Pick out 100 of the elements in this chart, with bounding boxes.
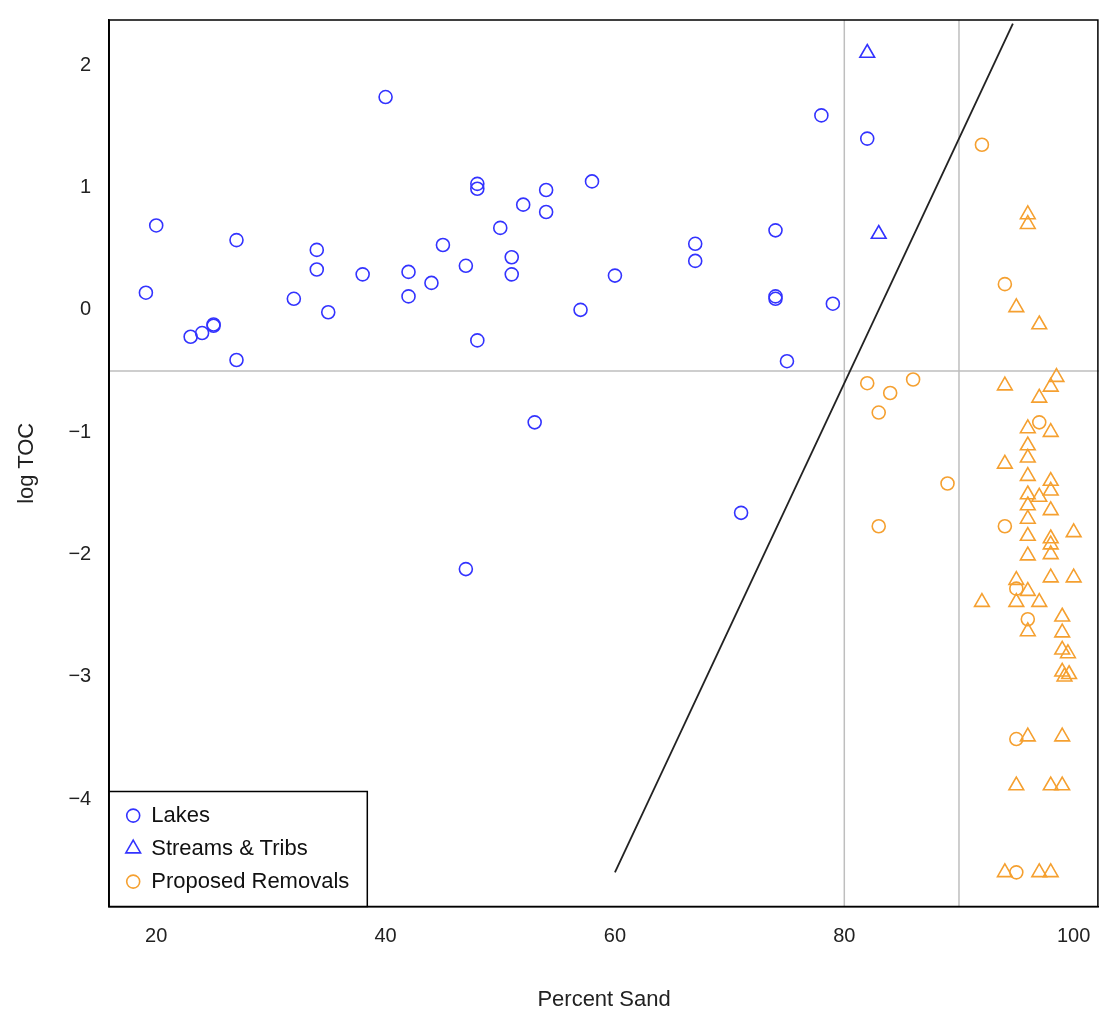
point	[286, 291, 302, 307]
point	[1031, 415, 1047, 430]
y-tick-label: 1	[80, 175, 92, 198]
point	[1054, 727, 1071, 742]
point	[401, 289, 416, 304]
point	[1019, 581, 1036, 597]
point	[538, 182, 554, 198]
point	[1060, 664, 1078, 680]
point	[1019, 485, 1036, 500]
point	[1019, 526, 1036, 542]
point	[1042, 545, 1059, 560]
point	[1054, 640, 1071, 655]
point	[1042, 422, 1059, 438]
point	[1019, 509, 1036, 524]
point	[1031, 487, 1048, 502]
point	[687, 253, 703, 269]
point	[768, 223, 783, 238]
point	[355, 267, 370, 282]
point	[573, 302, 588, 318]
point	[435, 237, 451, 253]
point	[492, 220, 508, 236]
point	[905, 372, 921, 387]
point	[1042, 501, 1059, 516]
legend-label: Lakes	[151, 801, 210, 827]
point	[527, 415, 542, 430]
point	[1042, 568, 1059, 583]
point	[401, 264, 416, 280]
point	[138, 285, 154, 301]
point	[1031, 315, 1048, 330]
point	[1019, 448, 1036, 463]
point	[148, 218, 164, 233]
point	[859, 131, 875, 146]
point	[607, 268, 623, 283]
point	[1042, 471, 1059, 487]
x-tick-label: 40	[374, 924, 397, 947]
point	[1019, 419, 1036, 434]
point	[1019, 727, 1036, 742]
point	[1065, 523, 1082, 538]
point	[1054, 607, 1071, 622]
point	[1008, 570, 1025, 586]
y-tick-label: −1	[68, 419, 92, 442]
point	[1042, 863, 1059, 878]
point	[424, 275, 439, 291]
point	[1008, 776, 1025, 791]
point	[470, 333, 485, 348]
point	[940, 476, 955, 491]
point	[1009, 581, 1024, 596]
point	[229, 352, 244, 368]
point	[1019, 496, 1036, 511]
point	[882, 385, 898, 401]
point	[1019, 622, 1036, 637]
point	[1054, 623, 1071, 638]
point	[378, 89, 393, 105]
y-tick-label: −4	[68, 786, 92, 809]
point	[1042, 377, 1059, 392]
y-tick-label: −2	[68, 541, 92, 564]
x-tick-label: 60	[603, 924, 627, 947]
point	[1048, 367, 1065, 383]
point	[1042, 776, 1059, 791]
y-tick-label: −3	[68, 664, 92, 687]
point	[183, 329, 198, 345]
y-tick-label: 0	[80, 297, 92, 320]
point	[1019, 466, 1036, 482]
point	[1042, 535, 1059, 550]
point	[194, 325, 210, 341]
point	[1020, 611, 1036, 627]
point	[1031, 592, 1048, 608]
point	[1065, 568, 1082, 583]
point	[973, 592, 991, 608]
x-axis-title: Percent Sand	[537, 985, 671, 1011]
point	[1019, 436, 1036, 451]
point	[870, 224, 887, 240]
point	[996, 376, 1014, 391]
point	[1054, 662, 1071, 677]
point	[733, 505, 749, 521]
x-tick-label: 20	[145, 924, 168, 947]
point	[538, 204, 554, 220]
point	[871, 405, 887, 420]
point	[458, 561, 474, 577]
point	[997, 276, 1013, 292]
point	[309, 242, 325, 258]
point	[1056, 667, 1073, 682]
point	[996, 863, 1014, 878]
point	[859, 375, 875, 391]
point	[504, 267, 520, 282]
point	[814, 108, 829, 123]
point	[974, 137, 990, 153]
point	[584, 174, 600, 189]
point	[1031, 863, 1048, 878]
x-tick-label: 80	[833, 924, 856, 947]
point	[997, 518, 1013, 534]
point	[687, 236, 703, 252]
point	[1019, 205, 1036, 220]
point	[996, 454, 1014, 469]
point	[1008, 298, 1025, 313]
point	[1019, 546, 1036, 561]
point	[1042, 481, 1059, 496]
point	[871, 518, 887, 534]
point	[470, 181, 485, 197]
point	[458, 258, 474, 274]
